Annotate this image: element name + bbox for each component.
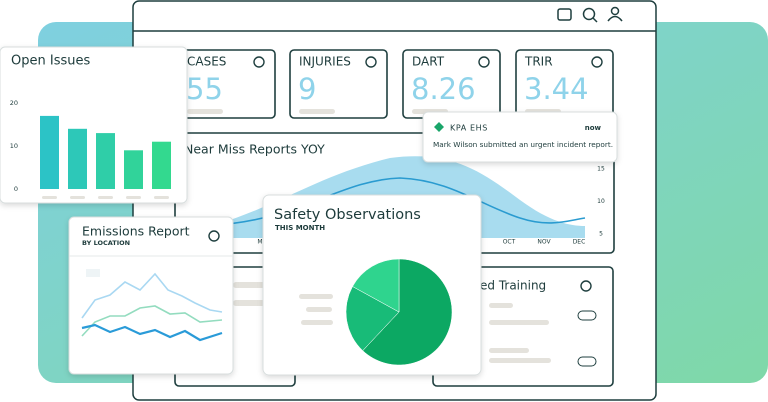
x-tick-label: NOV	[537, 239, 551, 246]
kpi-value: 3.44	[524, 72, 589, 106]
emissions-title: Emissions Report	[82, 224, 190, 239]
placeholder	[154, 196, 169, 199]
settings-icon[interactable]	[365, 56, 377, 68]
legend-placeholders	[299, 294, 333, 325]
kpi-value: 9	[298, 72, 316, 106]
emissions-subtitle: BY LOCATION	[82, 239, 130, 247]
near-miss-title: Near Miss Reports YOY	[184, 142, 325, 157]
placeholder	[42, 196, 57, 199]
search-icon[interactable]	[582, 7, 596, 21]
kpi-value: 8.26	[411, 72, 476, 106]
header-icons	[557, 6, 623, 23]
y-tick-label: 10	[597, 198, 605, 205]
notification-time: now	[585, 124, 602, 132]
bar	[40, 115, 59, 189]
y-tick-label: 15	[597, 166, 605, 173]
training-rows	[489, 303, 597, 367]
bar	[96, 133, 115, 189]
training-title: ed Training	[480, 279, 546, 293]
near-miss-axes: MA OCT NOV DEC 15 10 5	[257, 166, 605, 246]
notification[interactable]	[422, 111, 618, 163]
kpi-label: INJURIES	[299, 55, 351, 69]
settings-icon[interactable]	[208, 230, 220, 242]
y-tick-label: 5	[599, 231, 603, 238]
notification-message: Mark Wilson submitted an urgent incident…	[433, 140, 613, 149]
placeholder	[70, 196, 85, 199]
pie-slice	[362, 258, 453, 366]
bar	[124, 150, 143, 189]
placeholder	[299, 109, 335, 114]
x-tick-label: MA	[257, 239, 267, 246]
settings-icon[interactable]	[580, 280, 592, 292]
safety-title: Safety Observations	[274, 207, 421, 223]
kpi-label: TRIR	[524, 55, 553, 69]
emissions-lines	[81, 269, 223, 342]
settings-icon[interactable]	[253, 56, 265, 68]
safety-subtitle: THIS MONTH	[275, 224, 325, 232]
brand-logo	[434, 122, 444, 132]
settings-icon[interactable]	[591, 56, 603, 68]
notification-brand: KPA EHS	[450, 124, 488, 133]
x-tick-label: OCT	[503, 239, 516, 246]
user-icon[interactable]	[610, 6, 620, 16]
kpi-card	[289, 49, 388, 119]
kpi-label: CASES	[187, 55, 226, 69]
bar	[68, 128, 87, 189]
inbox-icon[interactable]	[557, 8, 572, 21]
x-tick-label: DEC	[573, 239, 586, 246]
placeholder	[126, 196, 141, 199]
y-tick-label: 0	[14, 185, 18, 193]
safety-pie	[345, 258, 453, 366]
pie-slice	[352, 258, 400, 313]
toggle[interactable]	[577, 356, 597, 367]
bar	[152, 141, 171, 189]
open-issues-title: Open Issues	[11, 54, 90, 69]
kpi-label: DART	[412, 55, 445, 69]
toggle[interactable]	[577, 310, 597, 321]
placeholder	[187, 109, 223, 114]
placeholder	[98, 196, 113, 199]
pie-slice	[345, 286, 400, 351]
y-tick-label: 20	[10, 99, 18, 107]
settings-icon[interactable]	[478, 56, 490, 68]
kpi-value: 55	[186, 72, 223, 106]
kpi-row: CASES 55 INJURIES 9 DART 8.26 TRIR 3.44	[177, 49, 614, 119]
y-tick-label: 10	[10, 142, 18, 150]
open-issues-chart: 0 10 20	[10, 99, 171, 199]
